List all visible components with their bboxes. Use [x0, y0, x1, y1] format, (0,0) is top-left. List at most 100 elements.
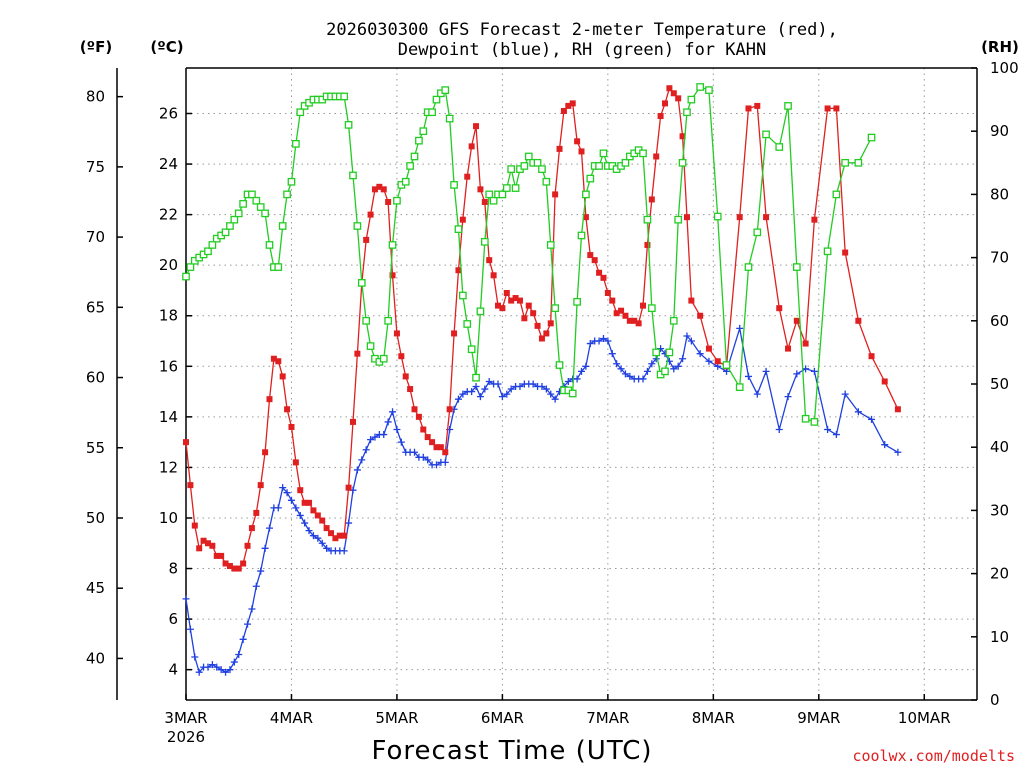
temperature-point — [411, 406, 418, 413]
dewpoint-point — [314, 534, 322, 542]
dewpoint-point — [573, 375, 581, 383]
dewpoint-point — [582, 362, 590, 370]
temperature-point — [868, 353, 875, 360]
gridlines — [186, 68, 977, 700]
dewpoint-point — [599, 334, 607, 342]
temperature-point — [354, 350, 361, 357]
rh-tick-label: 60 — [990, 312, 1009, 330]
dewpoint-point — [551, 395, 559, 403]
temperature-point — [763, 214, 770, 221]
rh-point — [428, 108, 436, 117]
credit-text: coolwx.com/modelts — [852, 747, 1015, 765]
rh-point — [687, 95, 696, 104]
celsius-tick-label: 24 — [159, 155, 178, 173]
rh-point — [665, 348, 674, 357]
dewpoint-point — [784, 393, 792, 401]
fahrenheit-unit-label: (ºF) — [80, 38, 112, 56]
rh-tick-label: 10 — [990, 628, 1009, 646]
temperature-point — [363, 236, 370, 243]
fahrenheit-tick-label: 65 — [86, 298, 105, 316]
dewpoint-point — [441, 458, 449, 466]
dewpoint-point — [485, 377, 493, 385]
dewpoint-point — [652, 355, 660, 363]
temperature-point — [402, 373, 409, 380]
temperature-point — [235, 565, 242, 572]
dewpoint-point — [393, 426, 401, 434]
dewpoint-point — [274, 504, 282, 512]
dewpoint-point — [217, 666, 225, 674]
x-tick-label: 4MAR — [270, 709, 313, 727]
temperature-point — [398, 353, 405, 360]
dewpoint-point — [578, 367, 585, 375]
rh-point — [454, 225, 463, 234]
temperature-point — [371, 186, 378, 193]
temperature-point — [626, 317, 633, 324]
dewpoint-point — [305, 527, 313, 535]
temperature-point — [842, 249, 849, 256]
rh-point — [520, 162, 529, 170]
rh-point — [568, 389, 577, 398]
temperature-point — [683, 214, 690, 221]
dewpoint-point — [287, 496, 295, 504]
temperature-point — [222, 560, 229, 567]
temperature-point — [323, 525, 330, 532]
temperature-point — [776, 305, 783, 312]
dewpoint-point — [380, 431, 388, 439]
temperature-point — [349, 418, 356, 425]
temperature-point — [442, 449, 449, 456]
temperature-point — [226, 563, 233, 570]
rh-point — [353, 222, 362, 230]
rh-point — [832, 190, 841, 199]
temperature-point — [437, 444, 444, 451]
dewpoint-point — [626, 372, 634, 380]
temperature-point — [516, 297, 523, 304]
rh-point — [410, 152, 419, 161]
temperature-point — [881, 378, 888, 385]
rh-point — [744, 263, 753, 271]
rh-point — [643, 215, 652, 224]
temperature-point — [341, 532, 348, 539]
rh-point — [696, 83, 705, 91]
temperature-point — [793, 317, 800, 324]
rh-point — [239, 200, 247, 208]
dewpoint-point — [345, 519, 353, 527]
rh-unit-label: (RH) — [981, 38, 1019, 56]
dewpoint-point — [476, 393, 484, 401]
rh-point — [753, 228, 762, 237]
rh-point — [393, 196, 401, 205]
temperature-point — [495, 302, 502, 309]
fahrenheit-tick-label: 40 — [86, 649, 105, 667]
dewpoint-point — [498, 393, 506, 401]
fahrenheit-tick-label: 70 — [86, 228, 105, 246]
rh-point — [467, 345, 476, 354]
dewpoint-point — [643, 367, 651, 375]
dewpoint-point — [468, 388, 476, 396]
rh-point — [278, 222, 287, 230]
celsius-tick-label: 26 — [159, 105, 178, 123]
temperature-point — [661, 100, 668, 107]
temperature-point — [376, 183, 383, 190]
temperature-point — [420, 426, 427, 433]
rh-point — [182, 272, 190, 281]
dewpoint-point — [503, 390, 511, 398]
rh-tick-label: 0 — [990, 691, 1000, 709]
rh-point — [538, 165, 546, 173]
dewpoint-point — [213, 663, 221, 671]
temperature-point — [218, 552, 225, 559]
temperature-point — [543, 330, 550, 337]
temperature-point — [534, 322, 541, 329]
temperature-point — [345, 484, 352, 491]
rh-tick-label: 40 — [990, 438, 1009, 456]
temperature-point — [459, 216, 466, 223]
rh-point — [639, 149, 647, 158]
dewpoint-point — [841, 390, 849, 398]
temperature-point — [653, 153, 660, 160]
rh-point — [586, 174, 595, 183]
tick-marks — [117, 67, 977, 701]
temperature-point — [292, 459, 299, 466]
temperature-point — [455, 267, 462, 274]
dewpoint-point — [283, 489, 291, 497]
temperature-point — [332, 535, 339, 542]
rh-point — [713, 212, 722, 221]
